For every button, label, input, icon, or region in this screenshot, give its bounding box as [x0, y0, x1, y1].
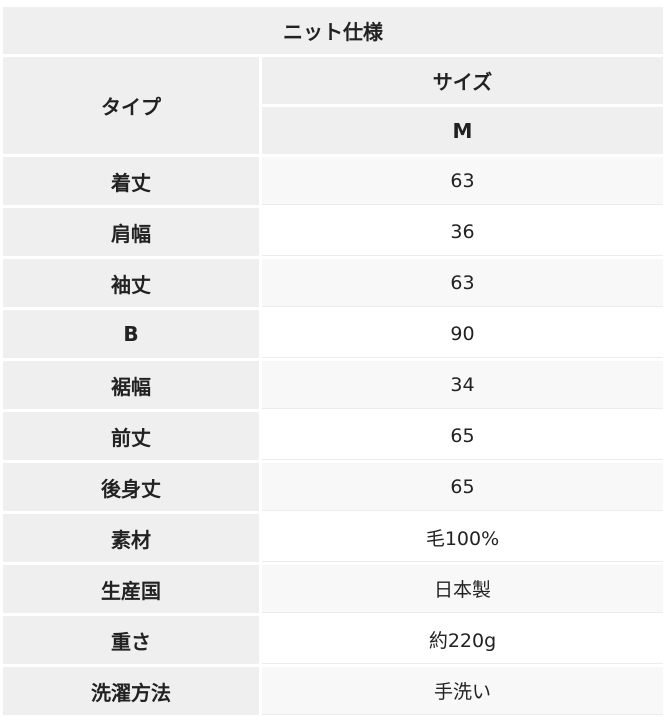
- table-row: 肩幅 36: [3, 208, 663, 256]
- row-label: 後身丈: [3, 463, 259, 511]
- row-value: 毛100%: [262, 514, 663, 562]
- table-row: 生産国 日本製: [3, 565, 663, 613]
- table-title: ニット仕様: [3, 7, 663, 54]
- row-value: 65: [262, 463, 663, 511]
- row-label: B: [3, 310, 259, 358]
- row-value: 約220g: [262, 616, 663, 664]
- row-label: 重さ: [3, 616, 259, 664]
- table-row: 袖丈 63: [3, 259, 663, 307]
- row-value: 90: [262, 310, 663, 358]
- table-row: 裾幅 34: [3, 361, 663, 409]
- table-row: 着丈 63: [3, 157, 663, 205]
- table-row: 重さ 約220g: [3, 616, 663, 664]
- row-label: 袖丈: [3, 259, 259, 307]
- row-value: 日本製: [262, 565, 663, 613]
- knit-spec-table: ニット仕様 タイプ サイズ M 着丈 63 肩幅 36 袖丈 63 B 90 裾幅 34 前丈 65 後…: [0, 4, 666, 718]
- row-value: 63: [262, 259, 663, 307]
- size-m-header: M: [262, 107, 663, 154]
- row-label: 前丈: [3, 412, 259, 460]
- table-row: 後身丈 65: [3, 463, 663, 511]
- row-value: 65: [262, 412, 663, 460]
- row-label: 肩幅: [3, 208, 259, 256]
- row-value: 34: [262, 361, 663, 409]
- row-value: 36: [262, 208, 663, 256]
- size-header: サイズ: [262, 57, 663, 104]
- row-label: 裾幅: [3, 361, 259, 409]
- row-label: 洗濯方法: [3, 667, 259, 715]
- table-row: 素材 毛100%: [3, 514, 663, 562]
- row-label: 素材: [3, 514, 259, 562]
- type-header: タイプ: [3, 57, 259, 154]
- row-label: 生産国: [3, 565, 259, 613]
- table-row: 前丈 65: [3, 412, 663, 460]
- table-row: B 90: [3, 310, 663, 358]
- row-value: 63: [262, 157, 663, 205]
- row-value: 手洗い: [262, 667, 663, 715]
- table-row: 洗濯方法 手洗い: [3, 667, 663, 715]
- row-label: 着丈: [3, 157, 259, 205]
